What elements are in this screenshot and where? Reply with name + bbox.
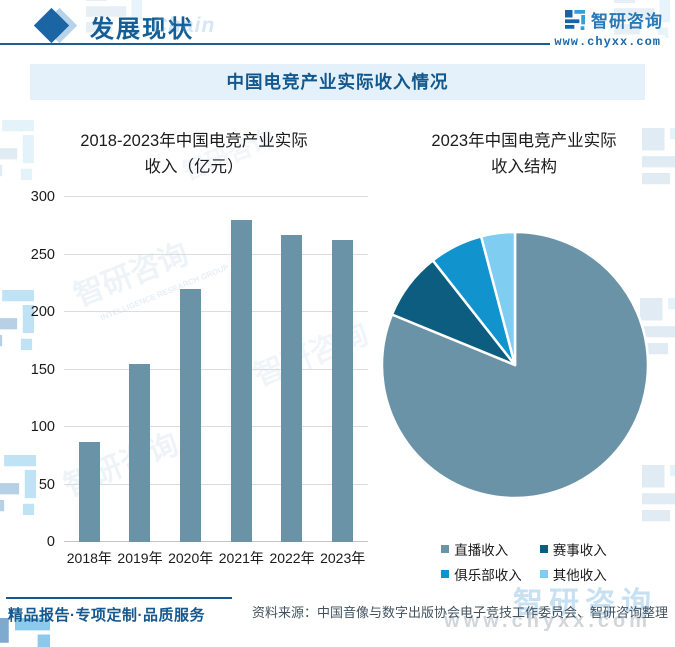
legend-label: 俱乐部收入 [454,568,522,583]
bar [180,289,202,542]
brand-logo-icon [565,9,585,30]
y-tick-label: 50 [38,476,55,493]
diamond-icon [33,7,82,48]
x-tick-label: 2023年 [320,550,366,566]
y-tick-label: 0 [46,534,55,550]
brand-logo: 智研咨询 [565,7,663,32]
x-tick-label: 2022年 [269,550,315,566]
legend-label: 其他收入 [552,568,607,583]
bar-chart-title: 2018-2023年中国电竞产业实际 收入（亿元） [14,128,374,180]
pie-slice-其他收入 [479,230,517,367]
bar [78,441,100,542]
y-tick-label: 300 [30,189,55,205]
x-tick-label: 2020年 [168,550,214,566]
banner-title: 中国电竞产业实际收入情况 [226,72,449,92]
gridline [64,311,368,312]
footer-divider [6,597,232,599]
y-tick-label: 150 [30,361,55,378]
bar-chart: 0 50 100 150 200 250 300 2018年 2019年 2020年 2021年 2… [18,189,370,568]
legend-marker-icon [539,545,548,553]
bar [281,234,303,542]
bar [230,220,252,542]
bar-xaxis: 2018年 2019年 2020年 2021年 2022年 2023年 [64,548,368,568]
pie-chart [380,230,650,500]
pie-legend: 直播收入 赛事收入俱乐部收入 其他收入 [380,539,668,584]
legend-item: 直播收入 [441,539,522,559]
bar [129,363,151,542]
bar [332,239,354,542]
bar-plot-area: 0 50 100 150 200 250 300 [31,189,368,550]
gridline [64,541,368,542]
legend-marker-icon [441,570,450,578]
x-tick-label: 2018年 [66,550,112,566]
pie-chart-title-line2: 收入结构 [491,158,557,176]
y-tick-label: 250 [30,246,55,263]
brand-logo-text: 智研咨询 [591,12,663,31]
pie-chart-title: 2023年中国电竞产业实际 收入结构 [380,128,668,180]
pie-chart-title-line1: 2023年中国电竞产业实际 [431,132,617,150]
legend-marker-icon [539,570,548,578]
y-tick-label: 100 [30,419,55,435]
gridline [64,483,368,485]
gridline [64,426,368,427]
legend-item: 其他收入 [539,564,607,584]
header-divider [0,43,578,45]
gridline [64,253,368,255]
brand-website-link[interactable]: www.chyxx.com [550,35,665,49]
legend-marker-icon [441,545,450,553]
x-tick-label: 2021年 [218,550,264,566]
data-source-text: 资料来源：中国音像与数字出版协会电子竞技工作委员会、智研咨询整理 [251,605,668,620]
bar-chart-title-line1: 2018-2023年中国电竞产业实际 [80,132,308,150]
header-watermark-text: Chain [152,14,216,37]
x-tick-label: 2019年 [117,550,163,566]
legend-item: 俱乐部收入 [441,564,522,584]
bar-series [64,197,368,542]
page-title: 发展现状 [90,16,194,43]
gridline [64,368,368,370]
legend-label: 赛事收入 [552,543,607,558]
footer-services-text: 精品报告·专项定制·品质服务 [8,607,205,624]
banner: 中国电竞产业实际收入情况 [30,64,645,100]
gridline [64,196,368,197]
legend-item: 赛事收入 [539,539,607,559]
legend-label: 直播收入 [454,543,509,558]
y-tick-label: 200 [30,304,55,320]
bar-chart-title-line2: 收入（亿元） [144,158,244,176]
